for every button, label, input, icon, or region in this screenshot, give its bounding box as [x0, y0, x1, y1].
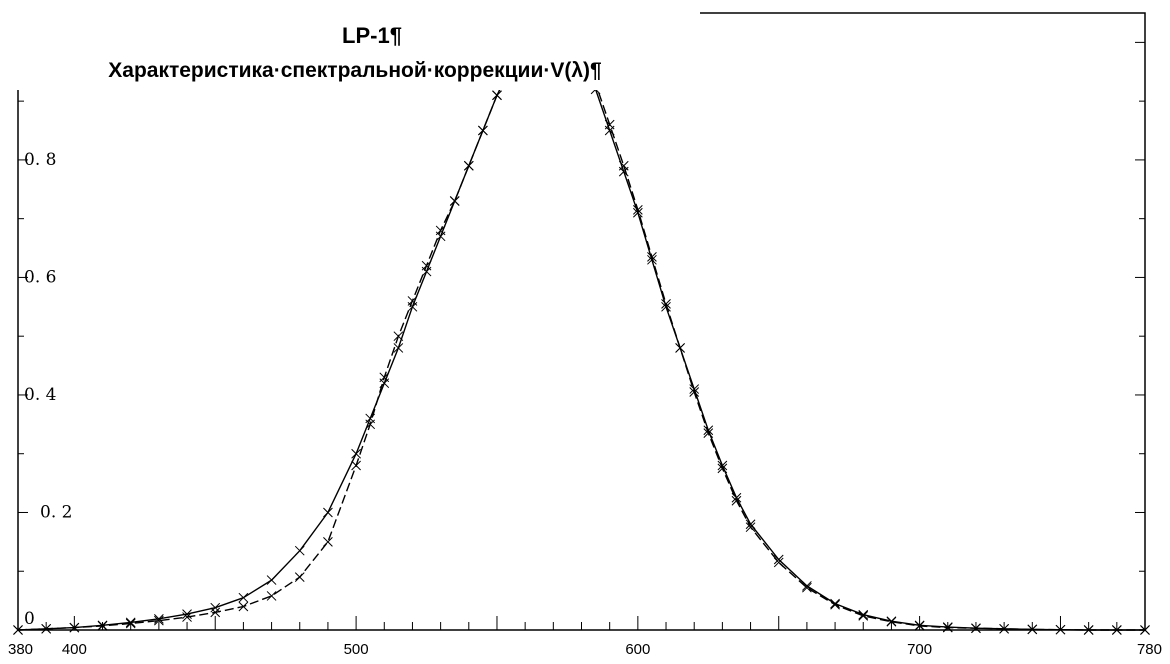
series-2-point	[689, 387, 700, 397]
series-2-point	[942, 622, 953, 633]
series-2-point	[886, 616, 897, 627]
series-1-point	[266, 575, 277, 585]
series-1-point	[661, 301, 671, 312]
series-2-point	[379, 372, 390, 383]
series-2-point	[632, 204, 643, 215]
series-2-point	[238, 601, 249, 612]
y-tick-label: 0. 6	[24, 267, 56, 287]
series-2-point	[266, 591, 277, 601]
chart-title: LP-1¶	[342, 23, 402, 48]
series-1-point	[393, 343, 404, 353]
series-2-point	[802, 582, 812, 593]
series-2-point	[1083, 625, 1094, 635]
series-2-point	[971, 623, 981, 634]
x-tick-label: 700	[907, 641, 932, 658]
series-2-point	[421, 260, 432, 271]
series-2-point	[773, 557, 784, 568]
title-background	[0, 0, 700, 90]
series-2-point	[125, 618, 136, 629]
series-2-point	[154, 615, 164, 626]
series-1-point	[210, 602, 221, 613]
plot-frame-border	[17, 12, 1146, 631]
series-2-point	[182, 612, 192, 622]
series-2-point	[618, 160, 629, 171]
x-tick-label: 600	[625, 641, 650, 658]
series-1-point	[745, 519, 756, 530]
series-2-point	[731, 495, 742, 506]
series-line-1	[17, 27, 1145, 631]
series-1-point	[773, 554, 784, 565]
x-tick-label: 380	[8, 641, 33, 658]
series-2-point	[999, 623, 1009, 634]
series-line-2	[17, 27, 1145, 631]
series-2-point	[675, 343, 685, 353]
series-2-point	[703, 428, 714, 439]
series-2-point	[830, 599, 840, 610]
series-2-point	[858, 611, 869, 621]
y-tick-label: 0	[24, 609, 35, 629]
series-2-point	[492, 90, 502, 101]
series-2-point	[365, 419, 376, 430]
y-tick-label: 0. 2	[40, 502, 72, 522]
series-1-point	[802, 581, 812, 591]
chart-subtitle: Характеристика·спектральной·коррекции·V(…	[108, 59, 601, 82]
series-2-point	[351, 460, 361, 471]
series-1-point	[703, 425, 714, 436]
series-1-point	[632, 207, 643, 218]
series-1-point	[182, 609, 192, 619]
y-tick-label: 0. 4	[24, 385, 56, 405]
series-2-point	[294, 572, 305, 582]
series-2-point	[661, 299, 671, 309]
series-1-point	[731, 492, 742, 503]
series-2-point	[478, 125, 488, 136]
series-2-point	[210, 607, 221, 618]
series-1-point	[689, 384, 700, 394]
series-2-point	[435, 225, 446, 236]
series-1-point	[125, 617, 136, 628]
series-2-point	[463, 160, 474, 171]
title-block: LP-1¶ Характеристика·спектральной·коррек…	[0, 0, 700, 90]
series-2-point	[1111, 625, 1122, 635]
axis-ticks	[17, 41, 1146, 631]
tick-labels: 00. 20. 40. 60. 81. 0380400500600700780	[8, 32, 1162, 658]
series-2-point	[745, 522, 756, 533]
series-2-point	[323, 537, 333, 547]
series-1-point	[351, 448, 361, 459]
series-2-point	[647, 252, 657, 262]
series-1-point	[858, 609, 869, 620]
series-2-point	[1140, 625, 1150, 635]
series-2-point	[914, 621, 925, 631]
series-1-point	[830, 598, 840, 609]
series-1-point	[154, 613, 164, 624]
series-markers	[13, 22, 1150, 635]
series-2-point	[1055, 624, 1066, 635]
x-tick-label: 780	[1137, 641, 1162, 658]
series-2-point	[13, 625, 23, 635]
series-2-point	[717, 463, 728, 474]
series-2-point	[449, 196, 460, 206]
x-tick-label: 500	[344, 641, 369, 658]
series-1-point	[647, 254, 657, 265]
series-lines	[17, 27, 1145, 631]
series-2-point	[604, 119, 615, 130]
series-2-point	[97, 621, 108, 631]
plot-frame	[17, 12, 1146, 631]
series-2-point	[69, 622, 80, 633]
series-2-point	[393, 331, 404, 342]
x-tick-label: 400	[62, 641, 87, 658]
y-tick-label: 0. 8	[24, 150, 56, 170]
series-1-point	[323, 507, 333, 518]
series-1-point	[238, 592, 249, 603]
series-1-point	[294, 545, 305, 556]
series-2-point	[407, 296, 418, 306]
series-2-point	[41, 623, 52, 634]
series-1-point	[717, 460, 728, 471]
series-2-point	[1027, 624, 1038, 635]
